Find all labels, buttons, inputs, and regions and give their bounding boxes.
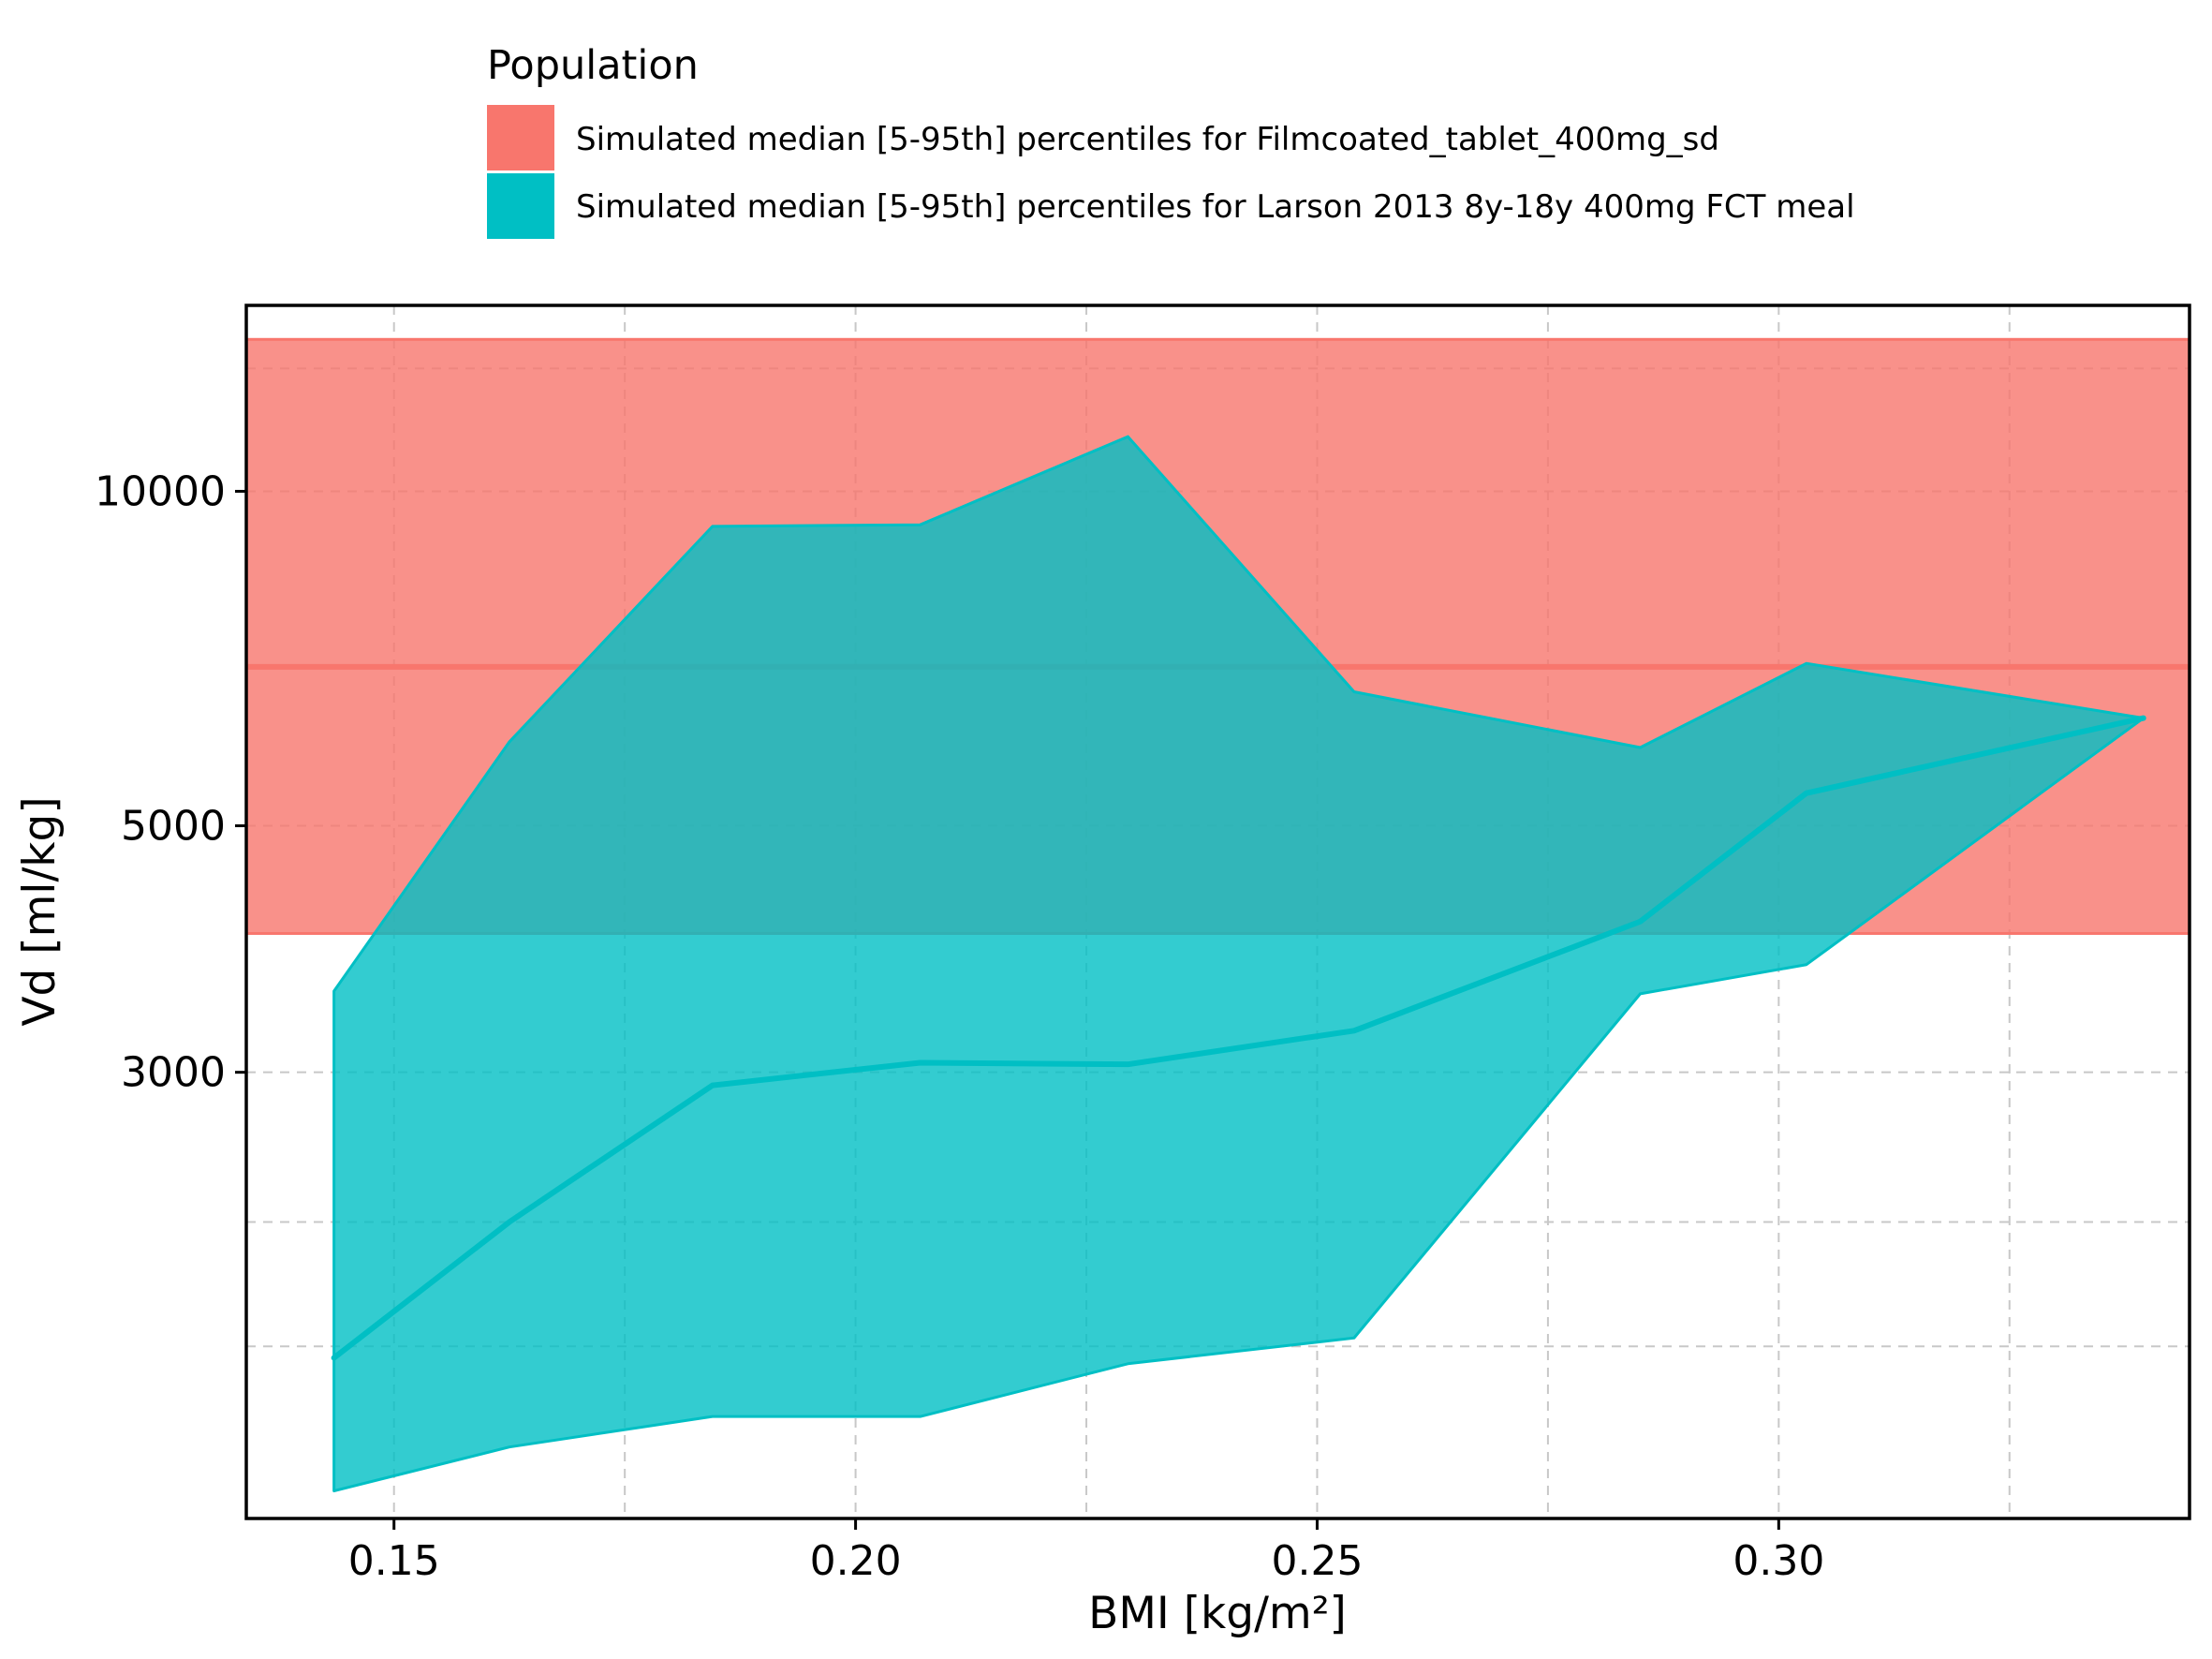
x-axis-title: BMI [kg/m²] — [1088, 1588, 1347, 1639]
legend-swatch-larson — [487, 173, 554, 239]
x-tick-label: 0.15 — [348, 1537, 440, 1585]
axes: 0.15 0.20 0.25 0.30 10000 5000 3000 — [95, 467, 1824, 1585]
legend-title: Population — [487, 42, 699, 89]
x-tick-label: 0.25 — [1271, 1537, 1363, 1585]
data-layer — [246, 337, 2190, 1493]
x-tick-label: 0.30 — [1733, 1537, 1824, 1585]
legend-swatch-filmcoated — [487, 105, 554, 170]
legend-label-filmcoated: Simulated median [5-95th] percentiles fo… — [576, 121, 1719, 158]
y-tick-label: 10000 — [95, 467, 226, 515]
y-axis-title: Vd [ml/kg] — [14, 796, 66, 1026]
larson-percentile-ribbon — [332, 435, 2146, 1493]
x-tick-label: 0.20 — [810, 1537, 902, 1585]
y-tick-label: 5000 — [121, 803, 226, 851]
legend: Population Simulated median [5-95th] per… — [487, 42, 1855, 239]
y-tick-label: 3000 — [121, 1049, 226, 1097]
larson-median-line — [331, 715, 2146, 1361]
plot-panel-border — [244, 304, 2191, 1520]
legend-label-larson: Simulated median [5-95th] percentiles fo… — [576, 188, 1855, 226]
